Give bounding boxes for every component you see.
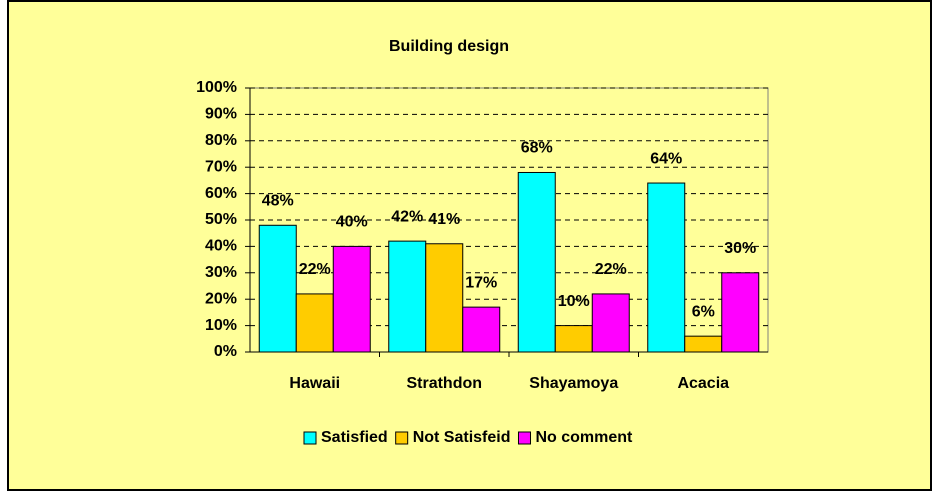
value-label: 64% xyxy=(650,150,682,167)
y-tick-label: 100% xyxy=(196,79,237,96)
bar xyxy=(332,245,371,353)
y-tick-label: 30% xyxy=(205,264,237,281)
y-tick-label: 80% xyxy=(205,132,237,149)
bar xyxy=(388,240,427,353)
legend-swatch xyxy=(517,431,531,445)
x-tick-label: Hawaii xyxy=(289,375,340,392)
x-tick-label: Strathdon xyxy=(406,375,482,392)
legend-swatch xyxy=(395,431,409,445)
bar xyxy=(721,272,760,353)
bar xyxy=(295,293,334,353)
x-tick-label: Acacia xyxy=(677,375,729,392)
value-label: 42% xyxy=(391,208,423,225)
y-tick-label: 0% xyxy=(214,343,237,360)
x-tick-label: Shayamoya xyxy=(529,375,618,392)
bar xyxy=(517,171,556,353)
bar xyxy=(684,335,723,353)
value-label: 41% xyxy=(428,211,460,228)
bar xyxy=(462,306,501,353)
value-label: 68% xyxy=(521,140,553,157)
value-label: 17% xyxy=(465,274,497,291)
y-tick-label: 60% xyxy=(205,185,237,202)
value-label: 48% xyxy=(262,192,294,209)
y-tick-label: 70% xyxy=(205,158,237,175)
value-label: 10% xyxy=(558,293,590,310)
bar xyxy=(258,224,297,353)
bar xyxy=(647,182,686,353)
y-tick-label: 50% xyxy=(205,211,237,228)
legend-label: Not Satisfeid xyxy=(413,429,511,446)
legend-label: Satisfied xyxy=(321,429,388,446)
bar xyxy=(425,243,464,353)
y-tick-label: 40% xyxy=(205,238,237,255)
legend-swatch xyxy=(303,431,317,445)
bar xyxy=(591,293,630,353)
chart-title: Building design xyxy=(389,38,509,55)
legend-label: No comment xyxy=(535,429,633,446)
bar xyxy=(554,325,593,353)
y-tick-label: 20% xyxy=(205,290,237,307)
y-tick-label: 10% xyxy=(205,317,237,334)
value-label: 22% xyxy=(299,261,331,278)
value-label: 22% xyxy=(595,261,627,278)
value-label: 40% xyxy=(336,214,368,231)
value-label: 30% xyxy=(724,240,756,257)
value-label: 6% xyxy=(692,303,715,320)
y-tick-label: 90% xyxy=(205,106,237,123)
